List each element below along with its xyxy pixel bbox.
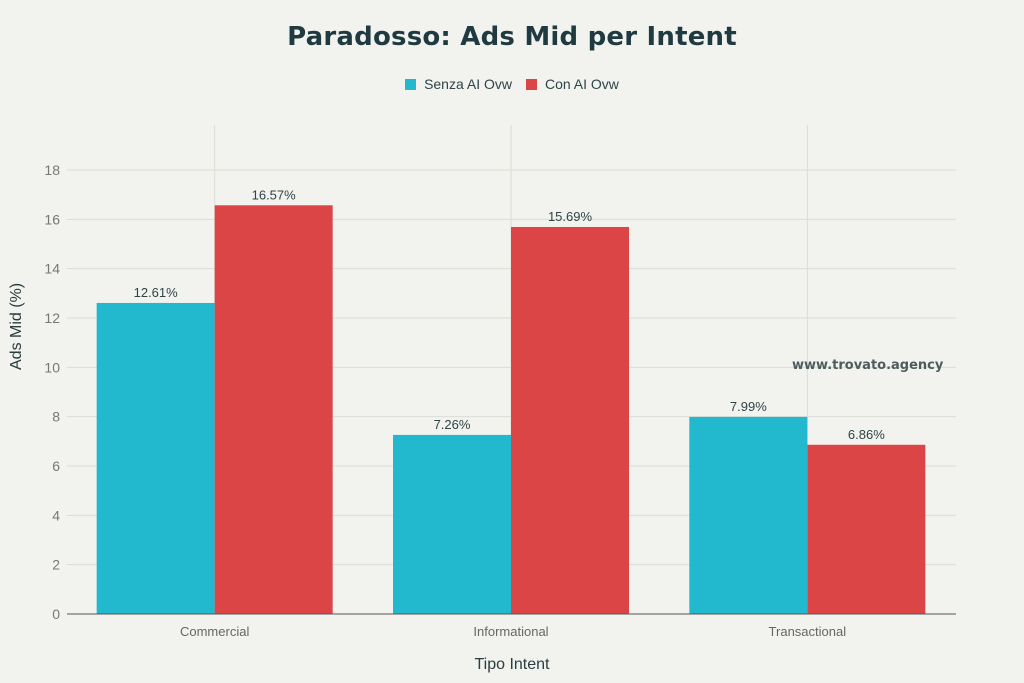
bar-value-label: 15.69% (548, 209, 593, 224)
legend-label: Senza AI Ovw (424, 76, 512, 92)
y-tick-label: 14 (44, 261, 60, 277)
bar-commercial-senza (96, 302, 215, 614)
chart-title: Paradosso: Ads Mid per Intent (287, 22, 737, 52)
x-tick-label: Informational (473, 624, 548, 639)
bar-transactional-con (807, 444, 926, 614)
y-tick-label: 0 (52, 606, 60, 622)
bar-value-label: 12.61% (134, 285, 179, 300)
x-axis-label: Tipo Intent (474, 656, 550, 673)
y-tick-label: 10 (44, 359, 60, 375)
bar-informational-senza (393, 434, 511, 614)
bar-value-label: 6.86% (848, 427, 885, 442)
y-tick-label: 12 (44, 310, 60, 326)
y-axis-label: Ads Mid (%) (8, 282, 25, 370)
legend-item-senza[interactable]: Senza AI Ovw (405, 76, 512, 92)
y-tick-label: 6 (52, 458, 60, 474)
bar-value-label: 16.57% (252, 187, 297, 202)
x-tick-label: Commercial (180, 624, 249, 639)
watermark: www.trovato.agency (792, 358, 944, 373)
bar-transactional-senza (689, 416, 808, 614)
y-tick-label: 18 (44, 162, 60, 178)
y-tick-label: 8 (52, 409, 60, 425)
legend-swatch-red-icon (526, 78, 537, 90)
y-tick-label: 16 (44, 211, 60, 227)
legend-swatch-cyan-icon (405, 78, 417, 90)
bar-value-label: 7.26% (434, 417, 471, 432)
bar-value-label: 7.99% (730, 399, 767, 414)
y-tick-label: 2 (52, 557, 60, 573)
legend-label: Con AI Ovw (545, 76, 619, 92)
bar-informational-con (511, 226, 629, 615)
legend: Senza AI Ovw Con AI Ovw (0, 76, 1024, 92)
x-tick-label: Transactional (769, 624, 847, 639)
bar-commercial-con (214, 205, 333, 615)
y-tick-label: 4 (52, 507, 60, 523)
legend-item-con[interactable]: Con AI Ovw (526, 76, 619, 92)
